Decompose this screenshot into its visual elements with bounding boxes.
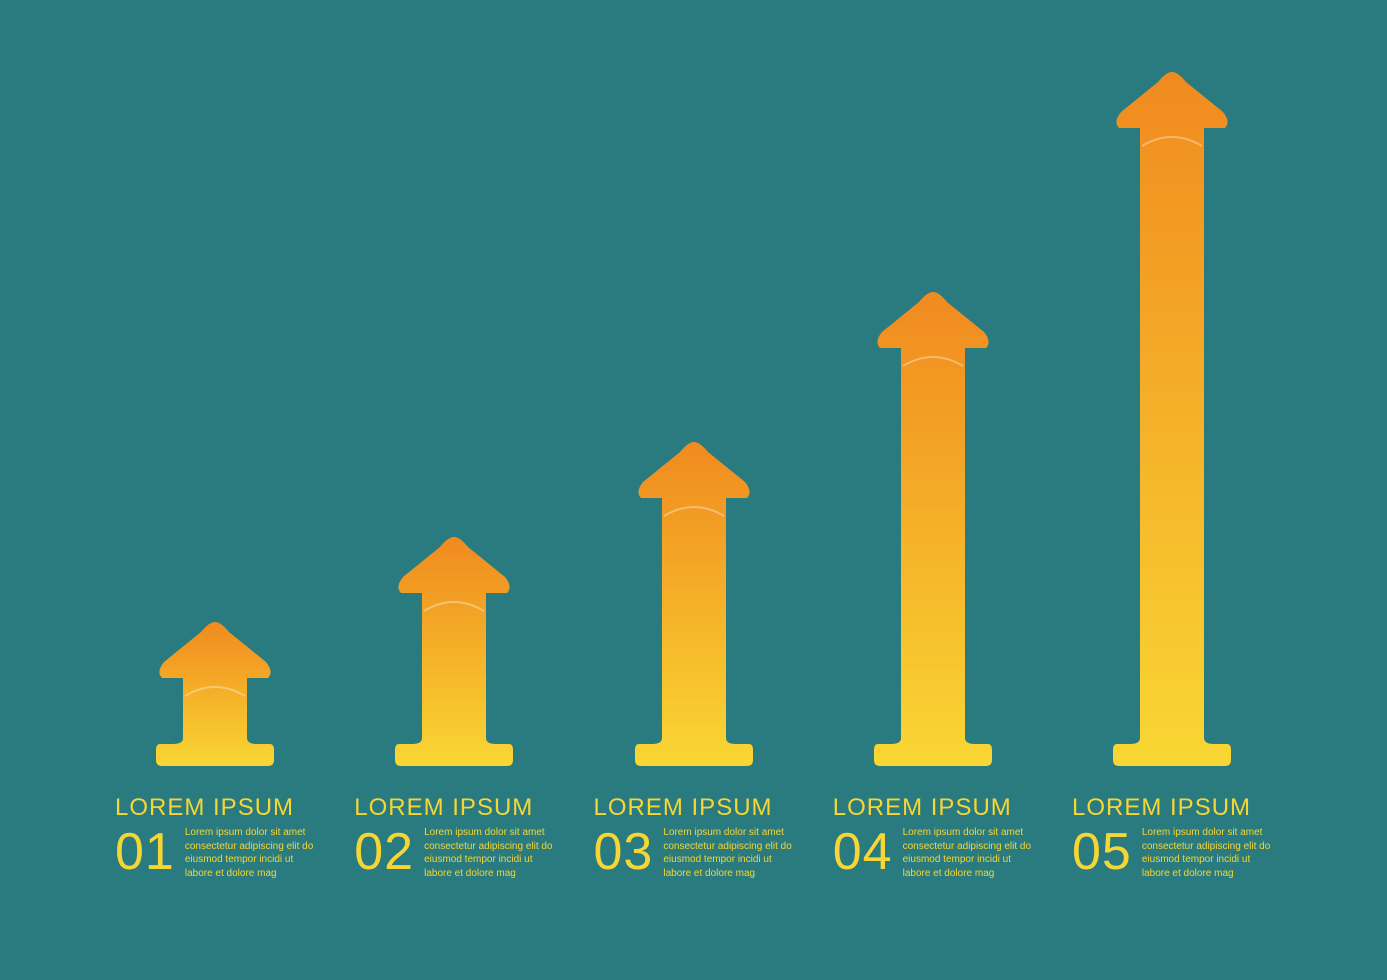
arrow-01 [145,616,285,766]
label-block-04: LOREM IPSUM 04 Lorem ipsum dolor sit ame… [833,794,1033,880]
arrow-04 [863,286,1003,766]
column-04: LOREM IPSUM 04 Lorem ipsum dolor sit ame… [838,286,1028,880]
column-03: LOREM IPSUM 03 Lorem ipsum dolor sit ame… [599,436,789,880]
column-title: LOREM IPSUM [115,794,315,822]
column-title: LOREM IPSUM [594,794,794,822]
column-body: Lorem ipsum dolor sit amet consectetur a… [903,826,1033,880]
column-number: 04 [833,826,893,880]
infographic-stage: LOREM IPSUM 01 Lorem ipsum dolor sit ame… [0,0,1387,980]
label-block-02: LOREM IPSUM 02 Lorem ipsum dolor sit ame… [354,794,554,880]
column-number: 02 [354,826,414,880]
column-01: LOREM IPSUM 01 Lorem ipsum dolor sit ame… [120,616,310,880]
label-block-05: LOREM IPSUM 05 Lorem ipsum dolor sit ame… [1072,794,1272,880]
column-number: 05 [1072,826,1132,880]
label-block-01: LOREM IPSUM 01 Lorem ipsum dolor sit ame… [115,794,315,880]
arrow-03 [624,436,764,766]
column-number: 03 [594,826,654,880]
arrow-05 [1102,66,1242,766]
column-title: LOREM IPSUM [354,794,554,822]
column-02: LOREM IPSUM 02 Lorem ipsum dolor sit ame… [359,531,549,880]
column-title: LOREM IPSUM [1072,794,1272,822]
arrow-02 [384,531,524,766]
column-body: Lorem ipsum dolor sit amet consectetur a… [1142,826,1272,880]
columns-container: LOREM IPSUM 01 Lorem ipsum dolor sit ame… [120,60,1267,880]
column-number: 01 [115,826,175,880]
column-title: LOREM IPSUM [833,794,1033,822]
column-body: Lorem ipsum dolor sit amet consectetur a… [424,826,554,880]
label-block-03: LOREM IPSUM 03 Lorem ipsum dolor sit ame… [594,794,794,880]
column-body: Lorem ipsum dolor sit amet consectetur a… [663,826,793,880]
column-body: Lorem ipsum dolor sit amet consectetur a… [185,826,315,880]
column-05: LOREM IPSUM 05 Lorem ipsum dolor sit ame… [1077,66,1267,880]
